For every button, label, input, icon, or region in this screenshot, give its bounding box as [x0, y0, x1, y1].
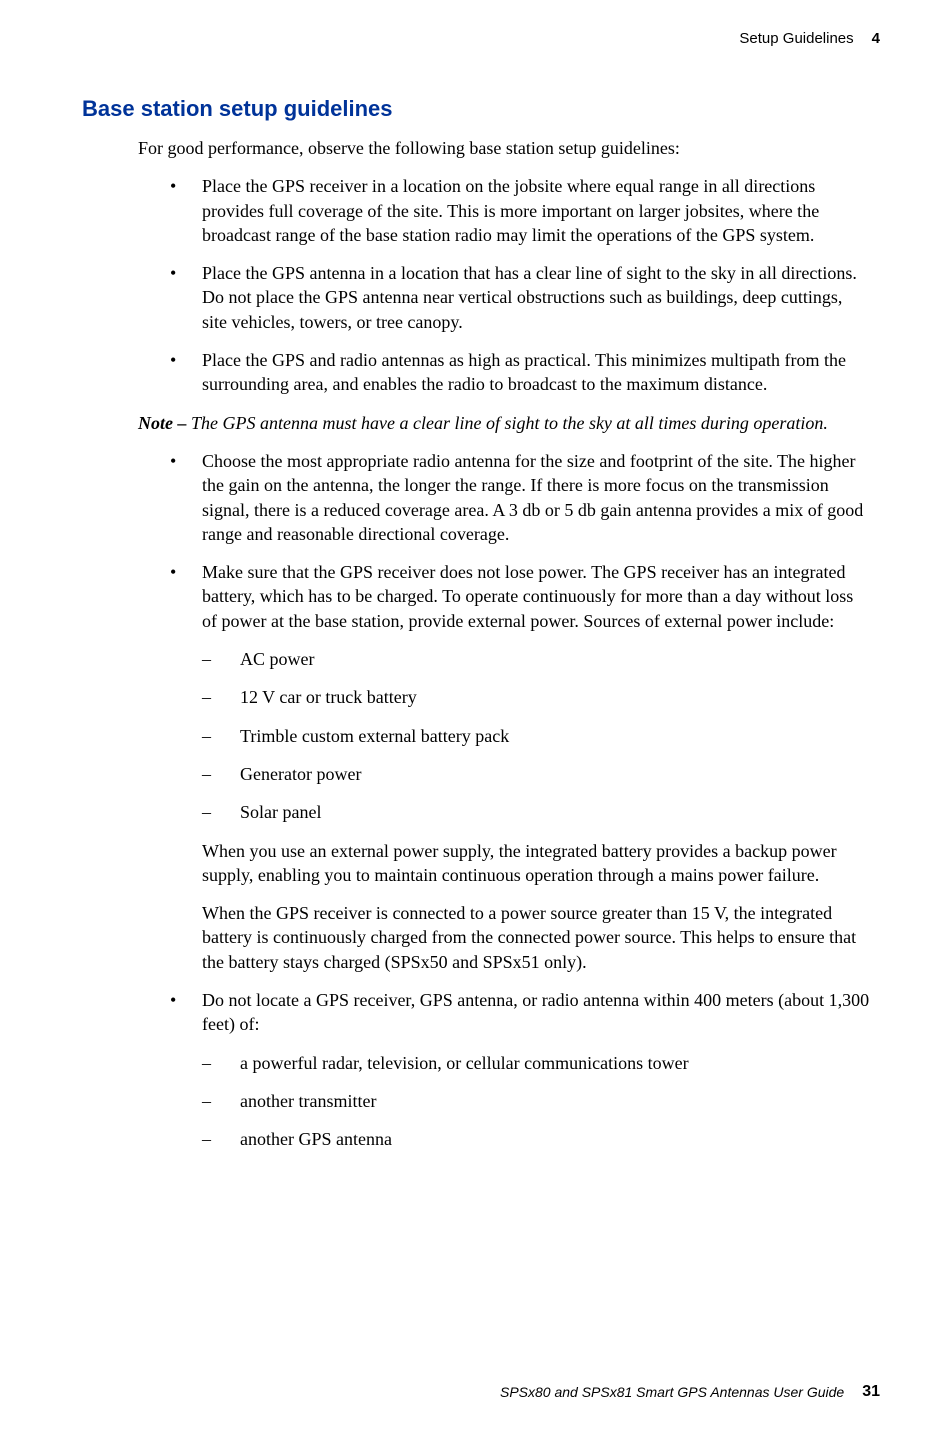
list-item: Place the GPS antenna in a location that… — [170, 261, 870, 334]
dash-item: Solar panel — [202, 800, 870, 824]
note-label: Note – — [138, 413, 191, 433]
inner-paragraph: When you use an external power supply, t… — [202, 839, 870, 888]
footer-page-number: 31 — [862, 1383, 880, 1401]
page-footer: SPSx80 and SPSx81 Smart GPS Antennas Use… — [500, 1383, 880, 1401]
dash-item: a powerful radar, television, or cellula… — [202, 1051, 870, 1075]
dash-item: another transmitter — [202, 1089, 870, 1113]
note-body: The GPS antenna must have a clear line o… — [191, 413, 828, 433]
list-item: Make sure that the GPS receiver does not… — [170, 560, 870, 974]
footer-guide-name: SPSx80 and SPSx81 Smart GPS Antennas Use… — [500, 1384, 844, 1400]
list-item: Choose the most appropriate radio antenn… — [170, 449, 870, 546]
page-header: Setup Guidelines 4 — [739, 30, 880, 47]
bullet-list-2: Choose the most appropriate radio antenn… — [170, 449, 870, 1152]
note-block: Note – The GPS antenna must have a clear… — [138, 411, 870, 435]
dash-item: Trimble custom external battery pack — [202, 724, 870, 748]
header-chapter-number: 4 — [872, 30, 880, 47]
dash-item: AC power — [202, 647, 870, 671]
dash-list-power: AC power 12 V car or truck battery Trimb… — [202, 647, 870, 824]
header-section-name: Setup Guidelines — [739, 30, 853, 47]
list-item: Place the GPS and radio antennas as high… — [170, 348, 870, 397]
dash-item: another GPS antenna — [202, 1127, 870, 1151]
intro-paragraph: For good performance, observe the follow… — [138, 136, 880, 160]
list-item: Do not locate a GPS receiver, GPS antenn… — [170, 988, 870, 1151]
dash-item: 12 V car or truck battery — [202, 685, 870, 709]
list-item-text: Do not locate a GPS receiver, GPS antenn… — [202, 990, 869, 1034]
main-content: Base station setup guidelines For good p… — [80, 96, 880, 1152]
list-item-text: Make sure that the GPS receiver does not… — [202, 562, 853, 631]
inner-paragraph: When the GPS receiver is connected to a … — [202, 901, 870, 974]
dash-list-avoid: a powerful radar, television, or cellula… — [202, 1051, 870, 1152]
section-heading: Base station setup guidelines — [82, 96, 880, 122]
list-item: Place the GPS receiver in a location on … — [170, 174, 870, 247]
dash-item: Generator power — [202, 762, 870, 786]
bullet-list-1: Place the GPS receiver in a location on … — [170, 174, 870, 396]
